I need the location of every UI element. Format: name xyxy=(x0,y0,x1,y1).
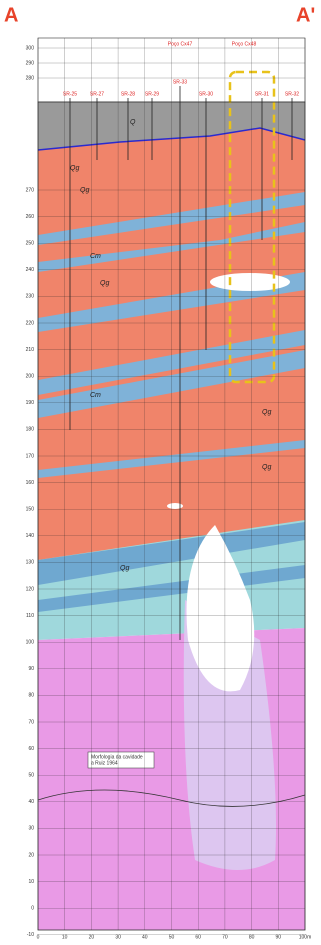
elevation-label: 220 xyxy=(26,320,35,326)
unit-label: Q xyxy=(130,119,136,126)
elevation-label: 210 xyxy=(26,347,35,353)
elevation-label: 270 xyxy=(26,187,35,193)
well-label: SR-25 xyxy=(63,91,77,97)
well-label: SR-28 xyxy=(121,91,135,97)
elevation-label: 300 xyxy=(26,45,35,51)
elevation-label: 20 xyxy=(28,852,34,858)
elevation-label: 100 xyxy=(26,640,35,646)
distance-label: 40 xyxy=(142,934,148,940)
elevation-label: 40 xyxy=(28,799,34,805)
distance-label: 10 xyxy=(62,934,68,940)
elevation-label: -10 xyxy=(27,932,34,938)
elevation-label: 280 xyxy=(26,75,35,81)
elevation-label: 90 xyxy=(28,666,34,672)
start-label: A xyxy=(4,4,18,26)
elevation-label: 290 xyxy=(26,60,35,66)
unit-label: Qg xyxy=(262,464,271,471)
elevation-label: 160 xyxy=(26,480,35,486)
distance-label: 100m xyxy=(299,934,312,940)
elevation-label: 240 xyxy=(26,267,35,273)
elevation-label: 70 xyxy=(28,719,34,725)
well-label: SR-33 xyxy=(173,79,187,85)
elevation-label: 250 xyxy=(26,241,35,247)
unit-label: Qg xyxy=(262,409,271,416)
note-text: a Ruiz 1964 xyxy=(91,760,118,766)
elevation-label: 0 xyxy=(31,906,34,912)
elevation-label: 180 xyxy=(26,427,35,433)
well-label: SR-31 xyxy=(255,91,269,97)
elevation-label: 150 xyxy=(26,507,35,513)
elevation-label: 140 xyxy=(26,533,35,539)
distance-label: 20 xyxy=(89,934,95,940)
distance-label: 30 xyxy=(115,934,121,940)
elevation-label: 50 xyxy=(28,773,34,779)
well-label: SR-32 xyxy=(285,91,299,97)
elevation-label: 170 xyxy=(26,453,35,459)
elevation-label: 80 xyxy=(28,693,34,699)
well-label: SR-29 xyxy=(145,91,159,97)
unit-label: Qg xyxy=(120,565,129,572)
distance-label: 70 xyxy=(222,934,228,940)
distance-label: 90 xyxy=(276,934,282,940)
post-label: Poço Cx47 xyxy=(168,41,193,47)
elevation-label: 200 xyxy=(26,374,35,380)
lens xyxy=(167,503,183,509)
elevation-label: 130 xyxy=(26,560,35,566)
unit-label: Cm xyxy=(90,253,101,260)
cross-section: A A' 30029028027026025024023022021020019… xyxy=(0,0,321,945)
elevation-label: 110 xyxy=(26,613,34,619)
lens xyxy=(210,273,290,291)
distance-label: 80 xyxy=(249,934,255,940)
unit-label: Qg xyxy=(100,280,109,287)
post-label: Poço Cx48 xyxy=(232,41,257,47)
end-label: A' xyxy=(296,4,315,26)
elevation-label: 120 xyxy=(26,586,35,592)
well-label: SR-27 xyxy=(90,91,104,97)
unit-label: Cm xyxy=(90,392,101,399)
well-label: SR-30 xyxy=(199,91,213,97)
distance-label: 50 xyxy=(169,934,175,940)
unit-label: Qg xyxy=(80,187,89,194)
elevation-label: 10 xyxy=(28,879,34,885)
elevation-label: 190 xyxy=(26,400,35,406)
unit-label: Qg xyxy=(70,165,79,172)
distance-label: 60 xyxy=(195,934,201,940)
elevation-label: 60 xyxy=(28,746,34,752)
distance-label: 0 xyxy=(37,934,40,940)
elevation-label: 230 xyxy=(26,294,35,300)
elevation-label: 30 xyxy=(28,826,34,832)
elevation-label: 260 xyxy=(26,214,35,220)
